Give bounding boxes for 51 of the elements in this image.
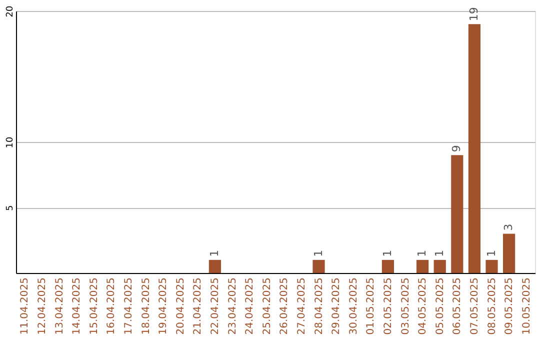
bar	[416, 260, 429, 273]
x-tick-label: 04.05.2025	[418, 278, 429, 335]
x-tick-label: 09.05.2025	[504, 278, 516, 335]
y-tick-label: 20	[6, 6, 16, 18]
x-tick-label: 01.05.2025	[366, 278, 377, 335]
x-tick-label: 03.05.2025	[400, 278, 412, 335]
x-tick-label: 12.04.2025	[36, 278, 48, 335]
x-tick-label: 25.04.2025	[262, 278, 273, 335]
x-tick-label: 29.04.2025	[331, 278, 342, 335]
x-tick-label: 17.04.2025	[123, 278, 134, 335]
x-tick-label: 23.04.2025	[227, 278, 238, 335]
data-label: 9	[450, 145, 464, 152]
x-tick-label: 24.04.2025	[244, 278, 256, 335]
data-label: 1	[416, 250, 429, 257]
data-label: 1	[208, 250, 221, 257]
x-tick-label: 30.04.2025	[348, 278, 360, 335]
data-label: 3	[502, 224, 516, 231]
x-tick-label: 05.05.2025	[434, 278, 446, 335]
x-tick-label: 22.04.2025	[210, 278, 221, 335]
y-tick-label: 10	[6, 136, 16, 148]
bar	[434, 260, 446, 273]
y-tick-label: 5	[6, 205, 16, 211]
bar	[486, 260, 498, 273]
data-label: 1	[380, 250, 394, 257]
data-label: 1	[312, 250, 325, 257]
x-tick-label: 14.04.2025	[72, 278, 83, 335]
x-tick-label: 02.05.2025	[382, 278, 394, 335]
x-tick-label: 21.04.2025	[192, 278, 204, 335]
bar	[382, 260, 394, 273]
x-tick-label: 13.04.2025	[54, 278, 66, 335]
x-tick-label: 28.04.2025	[314, 278, 325, 335]
data-label: 1	[484, 250, 498, 257]
x-tick-label: 08.05.2025	[486, 278, 498, 335]
data-label: 19	[467, 7, 480, 22]
bar	[208, 260, 222, 273]
data-label: 1	[432, 250, 446, 257]
bar	[468, 24, 481, 273]
x-tick-label: 19.04.2025	[158, 278, 170, 335]
x-tick-label: 06.05.2025	[452, 278, 464, 335]
x-tick-label: 26.04.2025	[279, 278, 290, 335]
x-tick-label: 07.05.2025	[469, 278, 480, 335]
x-tick-label: 10.05.2025	[521, 278, 532, 335]
x-tick-label: 16.04.2025	[106, 278, 118, 335]
x-tick-label: 11.04.2025	[20, 278, 31, 335]
bar	[451, 155, 464, 273]
bar	[312, 260, 325, 273]
bar	[502, 234, 516, 273]
x-tick-label: 18.04.2025	[140, 278, 152, 335]
x-tick-label: 27.04.2025	[296, 278, 308, 335]
x-tick-label: 20.04.2025	[175, 278, 186, 335]
x-tick-label: 15.04.2025	[88, 278, 100, 335]
